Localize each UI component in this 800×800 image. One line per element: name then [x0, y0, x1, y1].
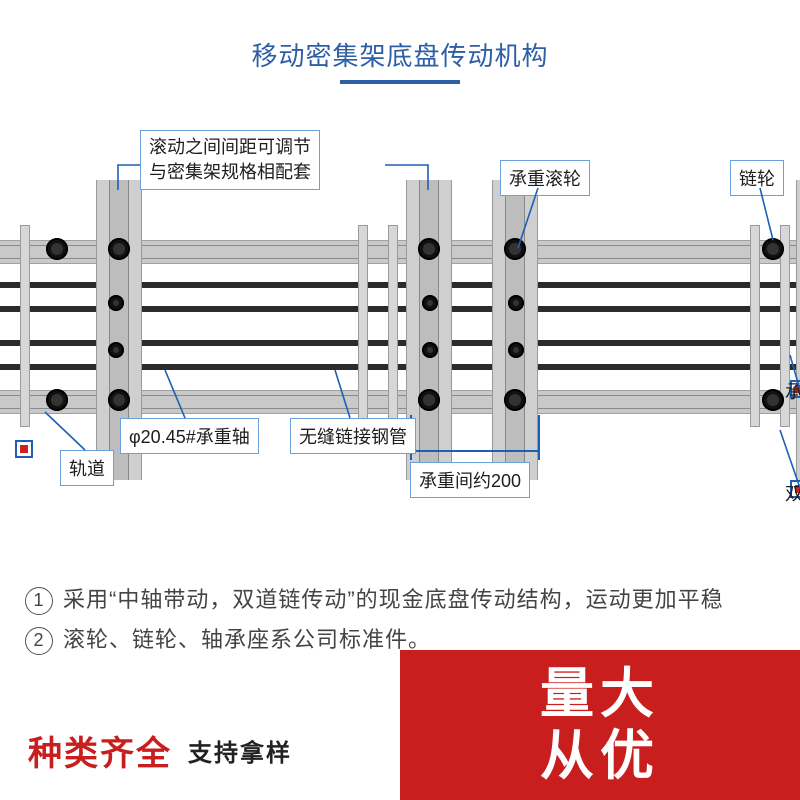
wheel [762, 389, 784, 411]
stage: 移动密集架底盘传动机构 [0, 0, 800, 800]
edge-bar [20, 225, 30, 427]
sprocket [108, 295, 124, 311]
promo-banner-right: 量大 从优 [400, 650, 800, 800]
body-text-content: 采用“中轴带动，双道链传动”的现金底盘传动结构，运动更加平稳 [63, 587, 724, 612]
callout-text: 滚动之间间距可调节 [149, 135, 311, 160]
sprocket [508, 295, 524, 311]
marker-icon [15, 440, 33, 458]
callout-spacing: 承重间约200 [410, 462, 530, 498]
wheel [46, 389, 68, 411]
promo-strong: 种类齐全 [28, 726, 172, 775]
callout-double-cut: 双 [785, 480, 800, 506]
edge-bar [750, 225, 760, 427]
sprocket [508, 342, 524, 358]
diagram-title: 移动密集架底盘传动机构 [0, 36, 800, 73]
list-number-icon: 1 [25, 587, 53, 615]
wheel [46, 238, 68, 260]
callout-track: 轨道 [60, 450, 114, 486]
callout-adjustable-span: 滚动之间间距可调节 与密集架规格相配套 [140, 130, 320, 190]
body-line-2: 2 滚轮、链轮、轴承座系公司标准件。 [25, 622, 431, 655]
sprocket [422, 342, 438, 358]
pillar [796, 180, 800, 480]
wheel [762, 238, 784, 260]
promo-sub: 支持拿样 [188, 733, 292, 768]
list-number-icon: 2 [25, 627, 53, 655]
promo-line: 量大 [540, 663, 660, 725]
pillar [492, 180, 538, 480]
promo-right-text: 量大 从优 [540, 663, 660, 787]
callout-right-cut: 承 [785, 378, 800, 404]
edge-bar [388, 225, 398, 427]
wheel [418, 389, 440, 411]
wheel [504, 389, 526, 411]
edge-bar [358, 225, 368, 427]
body-line-1: 1 采用“中轴带动，双道链传动”的现金底盘传动结构，运动更加平稳 [25, 582, 724, 615]
wheel [418, 238, 440, 260]
sprocket [108, 342, 124, 358]
body-text-content: 滚轮、链轮、轴承座系公司标准件。 [63, 627, 431, 652]
wheel [108, 389, 130, 411]
callout-seamless-pipe: 无缝链接钢管 [290, 418, 416, 454]
dimension-tick [538, 415, 540, 460]
callout-shaft: φ20.45#承重轴 [120, 418, 259, 454]
promo-line: 从优 [540, 725, 660, 787]
transmission-diagram: 滚动之间间距可调节 与密集架规格相配套 承重滚轮 链轮 轨道 φ20.45#承重… [0, 130, 800, 570]
sprocket [422, 295, 438, 311]
callout-bearing-wheel: 承重滚轮 [500, 160, 590, 196]
dimension-line [410, 450, 540, 452]
title-underline [340, 80, 460, 84]
callout-text: 与密集架规格相配套 [149, 160, 311, 185]
callout-sprocket: 链轮 [730, 160, 784, 196]
wheel [504, 238, 526, 260]
wheel [108, 238, 130, 260]
promo-banner-left: 种类齐全 支持拿样 [0, 700, 400, 800]
